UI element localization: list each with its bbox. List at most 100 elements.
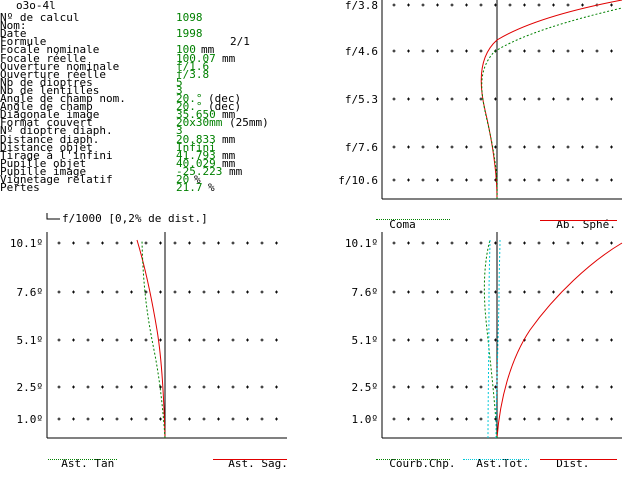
field-tick-label: 1.0º: [352, 413, 379, 426]
astig-grid-mark: [188, 417, 191, 421]
field-grid-mark: [479, 338, 483, 342]
astig-grid-mark: [144, 385, 148, 389]
coma-tick-label: f/10.6: [338, 174, 378, 187]
field-grid-mark: [392, 385, 396, 389]
field-grid-mark: [465, 290, 468, 294]
coma-grid-mark: [407, 49, 410, 53]
astig-grid-mark: [115, 338, 119, 342]
coma-grid-mark: [537, 3, 541, 7]
astig-grid-mark: [246, 290, 249, 294]
coma-grid-mark: [479, 49, 483, 53]
spec-label: Pupille objet: [0, 156, 87, 170]
field-grid-mark: [494, 338, 497, 342]
field-grid-mark: [595, 241, 599, 245]
ast-sag-curve: [136, 239, 166, 439]
legend-ast-tot: Ast.Tot.: [463, 447, 529, 469]
field-grid-mark: [392, 241, 396, 245]
spec-label: Nb de lentilles: [0, 83, 100, 97]
coma-grid-mark: [610, 178, 613, 182]
astig-grid-mark: [202, 290, 206, 294]
coma-grid-mark: [610, 49, 613, 53]
legend-coma-label: Coma: [389, 218, 416, 231]
astig-grid-mark: [231, 385, 235, 389]
legend-ast-tot-line: [463, 459, 529, 460]
spec-value: 40.029: [176, 156, 216, 170]
spec-label: Distance objet: [0, 140, 93, 154]
spec-value: Infini: [176, 140, 216, 154]
coma-grid-mark: [407, 97, 410, 101]
field-grid-mark: [436, 290, 439, 294]
field-grid-mark: [421, 417, 425, 421]
astig-grid-mark: [260, 338, 264, 342]
coma-grid-mark: [392, 145, 396, 149]
field-grid-mark: [436, 417, 439, 421]
spec-label: Focale réelle: [0, 51, 87, 65]
coma-grid-mark: [523, 3, 526, 7]
coma-grid-mark: [479, 3, 483, 7]
coma-grid-mark: [595, 49, 599, 53]
spec-label: Nb de dioptres: [0, 75, 93, 89]
spec-value: 5: [176, 75, 183, 89]
field-grid-mark: [450, 241, 454, 245]
field-grid-mark: [595, 385, 599, 389]
astig-tick-label: 10.1º: [10, 237, 43, 250]
spec-label: Distance diaph.: [0, 132, 100, 146]
coma-grid-mark: [450, 97, 454, 101]
field-grid-mark: [537, 241, 541, 245]
field-grid-mark: [581, 385, 584, 389]
spec-unit: mm: [222, 132, 236, 146]
spec-label: Diagonale image: [0, 108, 100, 122]
coma-grid-mark: [450, 145, 454, 149]
coma-grid-mark: [537, 178, 541, 182]
spec-unit: (dec): [208, 92, 242, 105]
field-grid-mark: [523, 417, 526, 421]
spec-label: Pertes: [0, 181, 40, 195]
coma-grid-mark: [552, 178, 555, 182]
astig-grid-mark: [159, 385, 162, 389]
astig-grid-mark: [217, 338, 220, 342]
field-grid-mark: [566, 338, 570, 342]
astig-grid-mark: [173, 241, 177, 245]
coma-grid-mark: [407, 145, 410, 149]
field-grid-mark: [494, 385, 497, 389]
astig-grid-mark: [57, 290, 61, 294]
astig-grid-mark: [72, 338, 75, 342]
astig-grid-mark: [57, 338, 61, 342]
astig-grid-mark: [246, 338, 249, 342]
coma-grid-mark: [465, 145, 468, 149]
field-grid-mark: [508, 241, 512, 245]
astig-grid-mark: [86, 290, 90, 294]
legend-sph-line: [540, 220, 617, 221]
legend-coma: Coma: [376, 208, 416, 230]
spec-unit: (25mm): [229, 116, 269, 130]
astig-grid-mark: [275, 290, 278, 294]
coma-grid-mark: [595, 97, 599, 101]
coma-grid-mark: [610, 97, 613, 101]
coma-grid-mark: [479, 178, 483, 182]
spec-value: f/3.8: [176, 67, 210, 81]
astig-grid-mark: [202, 417, 206, 421]
coma-grid-mark: [581, 49, 584, 53]
coma-grid-mark: [595, 178, 599, 182]
coma-grid-mark: [450, 3, 454, 7]
astig-grid-mark: [86, 417, 90, 421]
field-tick-label: 2.5º: [352, 381, 379, 394]
field-grid-mark: [581, 241, 584, 245]
field-grid-mark: [552, 290, 555, 294]
astig-grid-mark: [130, 241, 133, 245]
astig-grid-mark: [57, 417, 61, 421]
field-grid-mark: [479, 385, 483, 389]
spec-value: 100.07: [176, 51, 216, 65]
coma-grid-mark: [436, 3, 439, 7]
field-grid-mark: [508, 385, 512, 389]
sph-aberration-curve: [480, 0, 623, 200]
coma-grid-mark: [465, 97, 468, 101]
spec-value: 20x30mm: [176, 116, 223, 130]
coma-grid-mark: [523, 178, 526, 182]
astig-grid-mark: [130, 417, 133, 421]
field-grid-mark: [581, 417, 584, 421]
field-grid-mark: [479, 290, 483, 294]
coma-tick-label: f/3.8: [345, 0, 378, 12]
field-grid-mark: [436, 241, 439, 245]
field-grid-mark: [523, 290, 526, 294]
